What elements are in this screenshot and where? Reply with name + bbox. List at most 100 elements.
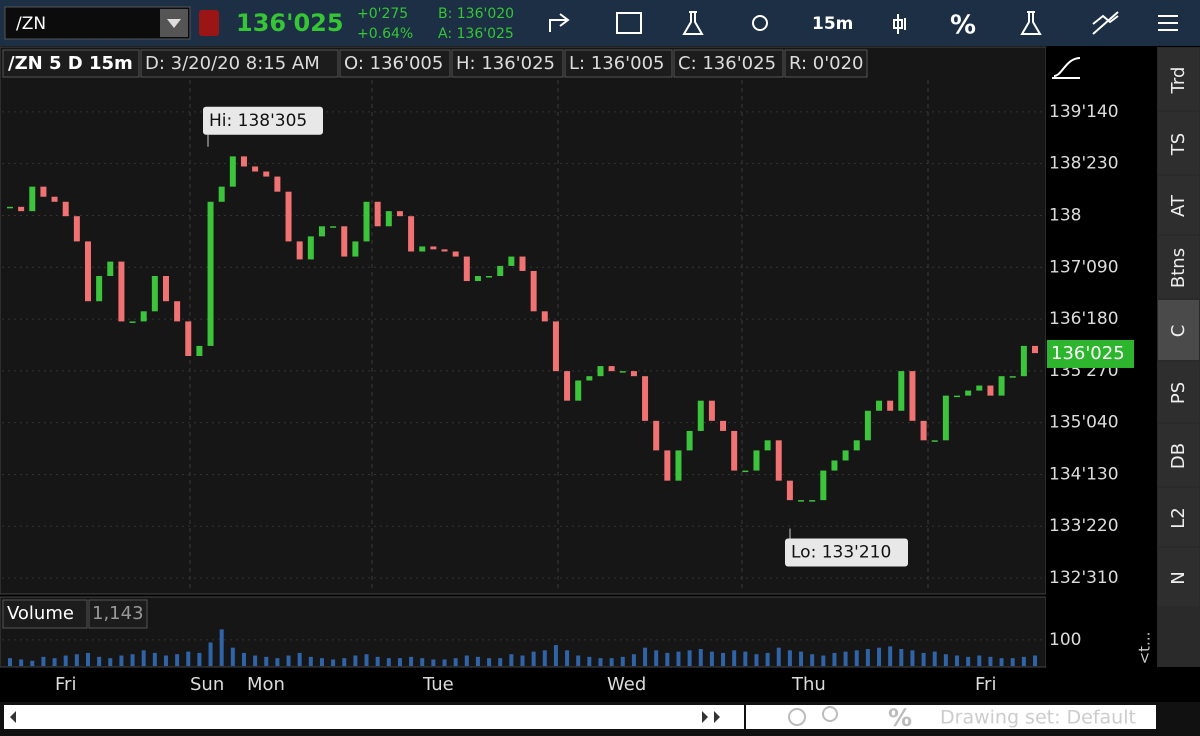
side-tab[interactable] [1158,424,1199,486]
volume-bar [598,658,603,666]
percent-button[interactable]: % [950,11,976,41]
candle [798,500,805,502]
menu-icon[interactable] [1158,15,1178,31]
volume-bar [386,658,391,666]
candle-icon[interactable] [893,14,906,34]
scrollbar[interactable] [4,705,744,729]
volume-bar [553,645,558,666]
candle [508,256,515,266]
candle [285,191,292,242]
x-tick-label: Wed [607,674,646,695]
side-tab[interactable] [1158,362,1199,422]
side-tab-label: TS [1168,133,1189,156]
side-tab[interactable] [1158,48,1199,110]
flask-icon[interactable] [682,11,704,35]
header-low: L: 136'005 [569,53,664,74]
side-tabs: Trd TS AT Btns C PS DB L2 N [1158,48,1199,606]
y-tick-label: 134'130 [1049,464,1119,484]
alert-badge[interactable] [199,10,219,36]
volume-bar [498,658,503,666]
volume-bar [219,629,224,666]
candle [720,420,727,431]
drawing-set[interactable]: Drawing set: Default [940,707,1136,729]
y-tick-label: 138 [1049,205,1081,225]
flask-icon-2[interactable] [1020,11,1042,35]
volume-bar [1033,655,1037,666]
candle [385,211,392,227]
candle [18,206,25,212]
volume-tick-label: 100 [1049,630,1081,650]
candle [151,276,158,312]
volume-bar [676,651,681,666]
candle [753,450,760,471]
volume-bar [241,652,246,666]
side-tab[interactable] [1158,112,1199,174]
volume-bar [698,649,703,666]
volume-bar [364,654,369,666]
candle [140,311,147,322]
news-icon[interactable] [616,12,642,34]
volume-bar [442,659,447,666]
volume-bar [319,658,324,666]
box [451,49,564,78]
annotation-box [203,106,323,135]
volume-bar [654,650,659,666]
side-tab[interactable] [1158,236,1199,298]
candle [608,366,615,372]
box [2,49,140,78]
candle [552,321,559,372]
side-tab[interactable] [1158,488,1199,546]
candle [786,480,793,501]
side-tab[interactable] [1158,548,1199,606]
timeframe[interactable]: 15m [812,14,853,34]
percent-tool[interactable]: % [888,704,912,732]
side-tab[interactable] [1158,300,1199,360]
volume-bar [487,658,492,666]
candle [129,321,136,323]
candle [619,371,626,373]
symbol-box[interactable] [4,6,191,40]
annotation-label: Lo: 133'210 [791,542,891,562]
last-price-label: 136'025 [1051,343,1125,364]
candle [909,371,916,421]
volume-bar [565,650,570,666]
candle [864,410,871,441]
candle [809,500,816,502]
candle [954,395,961,398]
volume-bar [754,654,759,666]
candle [998,376,1005,396]
volume-bar [509,654,514,666]
candle [1020,345,1027,377]
volume-bar [620,656,625,666]
y-tick-label: 137'090 [1049,257,1119,277]
volume-bar [854,650,859,666]
last-price-box [1047,339,1134,368]
volume-bar [208,642,213,666]
last-price: 136'025 [236,9,344,37]
share-icon[interactable] [549,13,570,32]
side-tab[interactable] [1158,176,1199,234]
volume-bar [308,656,313,666]
candle [642,376,649,421]
annotation-label: Hi: 138'305 [209,111,307,131]
volume-bar [420,658,425,666]
candle [586,376,593,381]
drawing-icon[interactable] [1092,11,1119,35]
volume-bar [397,658,402,666]
candle [764,440,771,451]
header-open: O: 136'005 [344,53,443,74]
side-tab-label: C [1168,325,1189,338]
style-icon[interactable] [1052,57,1081,79]
zoom-icon[interactable] [822,706,838,722]
candle [965,390,972,396]
crosshair-icon[interactable] [788,708,806,726]
volume-bar [375,656,380,666]
gear-icon[interactable] [752,15,768,31]
volume-bar [910,650,915,666]
side-tab-label: Btns [1168,248,1189,288]
volume-bar [286,655,291,666]
candle [597,366,604,377]
time-axis [0,668,1157,702]
candle [62,201,69,217]
